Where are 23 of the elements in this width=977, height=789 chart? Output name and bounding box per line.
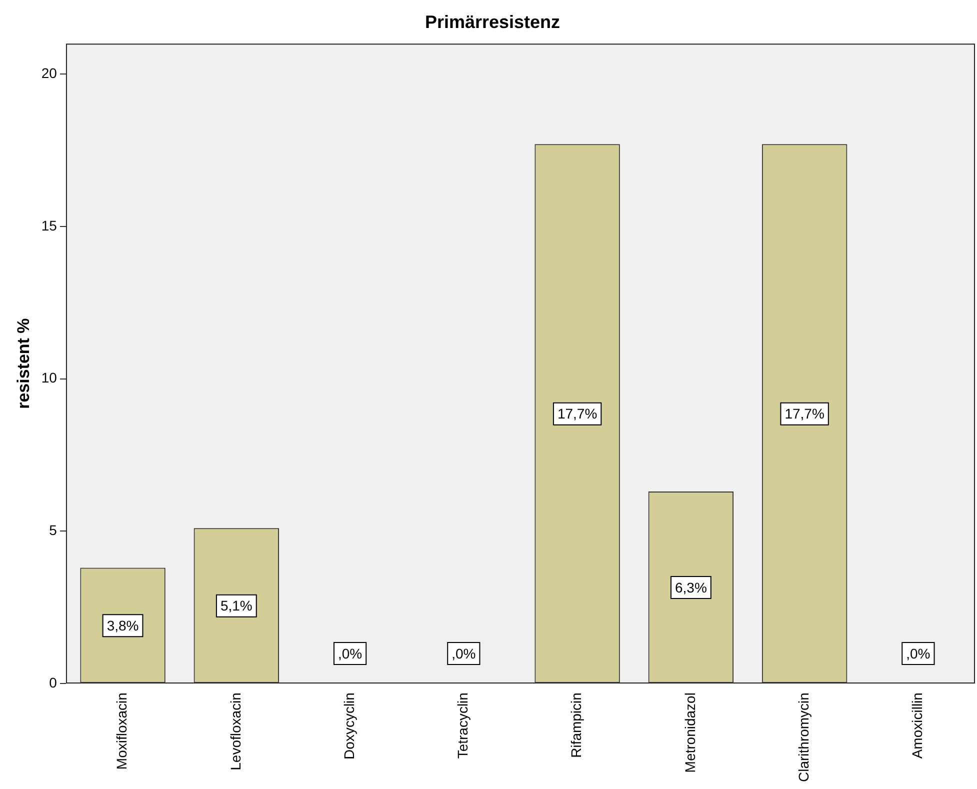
data-label: 6,3% (674, 579, 707, 596)
y-tick-label: 0 (49, 674, 58, 690)
y-tick-label: 10 (41, 370, 58, 386)
chart-title: Primärresistenz (424, 12, 560, 32)
x-tick-label: Levofloxacin (227, 692, 244, 770)
data-label: 17,7% (557, 406, 598, 422)
x-tick-label: Amoxicillin (909, 692, 926, 759)
data-label: 3,8% (106, 618, 139, 634)
x-tick-label: Rifampicin (568, 692, 584, 758)
data-label: ,0% (338, 645, 362, 662)
x-tick-label: Doxycyclin (340, 692, 357, 760)
data-label: 17,7% (784, 406, 824, 422)
y-tick-label: 15 (41, 217, 58, 234)
y-tick-label: 20 (41, 64, 58, 81)
x-tick-label: Tetracyclin (454, 692, 471, 759)
y-tick-label: 5 (49, 522, 58, 538)
data-label: ,0% (452, 645, 476, 662)
x-tick-label: Moxifloxacin (114, 692, 130, 770)
x-tick-label: Clarithromycin (795, 692, 812, 782)
y-axis-title: resistent % (14, 318, 33, 409)
data-label: 5,1% (220, 598, 252, 614)
data-label: ,0% (906, 645, 930, 662)
x-tick-label: Metronidazol (682, 692, 698, 773)
